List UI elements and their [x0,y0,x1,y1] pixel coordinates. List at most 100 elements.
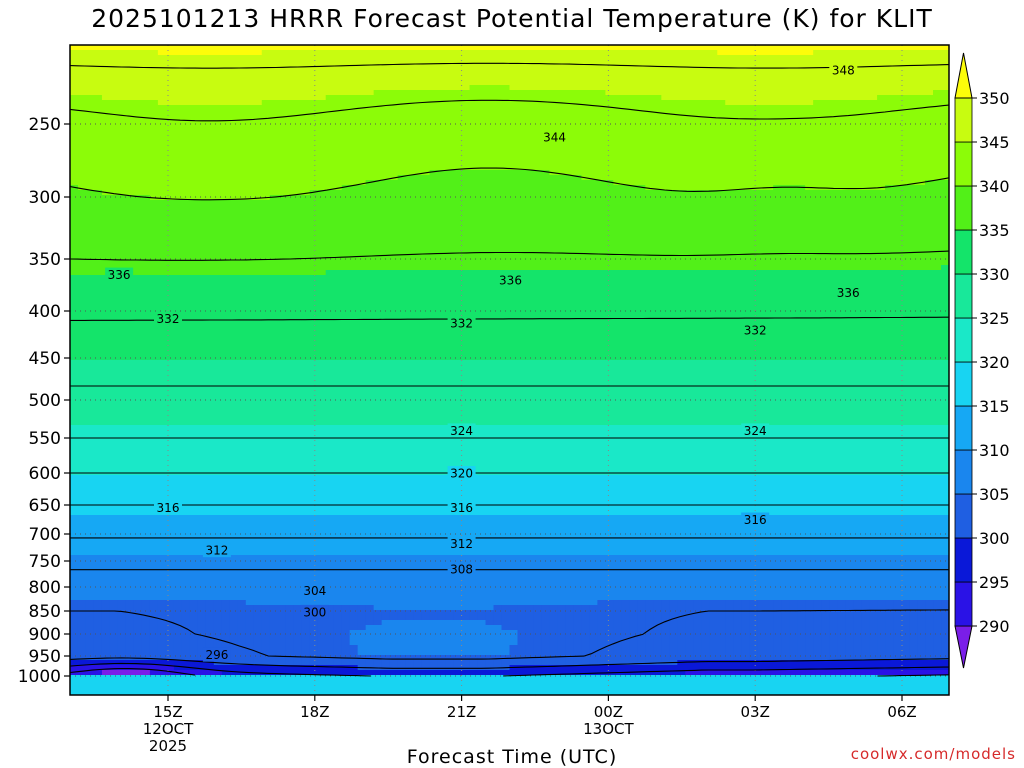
fill-cell [565,100,575,106]
fill-cell [733,90,742,96]
fill-cell [509,205,519,211]
fill-cell [461,135,471,141]
fill-cell [933,190,942,196]
fill-cell [685,185,694,191]
fill-cell [869,195,878,201]
fill-cell [485,260,495,266]
fill-cell [325,130,335,136]
fill-cell [93,195,103,201]
fill-cell [157,245,167,251]
fill-cell [917,165,926,171]
fill-cell [773,165,782,171]
fill-cell [349,245,359,251]
fill-cell [253,230,263,236]
fill-cell [445,80,455,86]
fill-cell [605,175,614,181]
fill-cell [421,55,431,61]
fill-cell [621,190,630,196]
fill-cell [365,45,375,51]
fill-cell [133,190,143,196]
fill-cell [381,95,391,101]
fill-cell [93,265,103,271]
fill-cell [421,65,431,71]
fill-cell [205,95,215,101]
fill-cell [397,110,407,116]
fill-cell [229,70,239,76]
fill-cell [805,100,814,106]
fill-cell [373,230,383,236]
fill-cell [645,265,654,271]
fill-cell [77,125,87,131]
fill-cell [677,125,686,131]
fill-cell [861,165,870,171]
fill-cell [93,130,103,136]
fill-cell [605,210,614,216]
fill-cell [845,265,854,271]
fill-cell [109,120,119,126]
fill-cell [293,45,303,51]
fill-cell [213,260,223,266]
fill-cell [701,155,710,161]
fill-cell [821,165,830,171]
fill-cell [325,175,335,181]
fill-cell [173,190,183,196]
fill-cell [661,180,670,186]
fill-cell [157,120,167,126]
fill-cell [421,270,431,276]
fill-cell [445,120,455,126]
fill-cell [405,65,415,71]
fill-cell [621,180,630,186]
fill-cell [333,220,343,226]
fill-cell [189,170,199,176]
fill-cell [357,250,367,256]
fill-cell [70,125,79,131]
fill-cell [245,225,255,231]
fill-cell [373,240,383,246]
fill-cell [653,220,662,226]
fill-cell [93,105,103,111]
fill-cell [269,260,279,266]
fill-cell [125,85,135,91]
fill-cell [877,95,886,101]
fill-cell [837,55,846,61]
fill-cell [861,200,870,206]
fill-cell [605,75,614,81]
fill-cell [821,205,830,211]
fill-cell [133,170,143,176]
fill-cell [77,220,87,226]
fill-cell [93,125,103,131]
fill-cell [885,255,894,261]
fill-cell [205,125,215,131]
fill-cell [285,60,295,66]
fill-cell [861,45,870,51]
fill-cell [221,195,231,201]
fill-cell [589,100,598,106]
fill-cell [101,205,111,211]
fill-cell [773,55,782,61]
fill-cell [117,150,127,156]
fill-cell [693,180,702,186]
fill-cell [821,85,830,91]
fill-cell [109,220,119,226]
fill-cell [789,70,798,76]
fill-cell [597,205,606,211]
fill-cell [893,50,902,56]
fill-cell [429,145,439,151]
fill-cell [285,185,295,191]
fill-cell [333,70,343,76]
fill-cell [621,195,630,201]
fill-cell [861,125,870,131]
fill-cell [197,115,207,121]
fill-cell [389,240,399,246]
fill-cell [349,260,359,266]
fill-cell [317,140,327,146]
fill-cell [70,95,79,101]
fill-cell [525,255,535,261]
fill-cell [349,205,359,211]
fill-cell [573,140,583,146]
fill-cell [629,215,638,221]
fill-cell [101,165,111,171]
fill-cell [109,230,119,236]
fill-cell [413,155,423,161]
fill-cell [581,140,591,146]
